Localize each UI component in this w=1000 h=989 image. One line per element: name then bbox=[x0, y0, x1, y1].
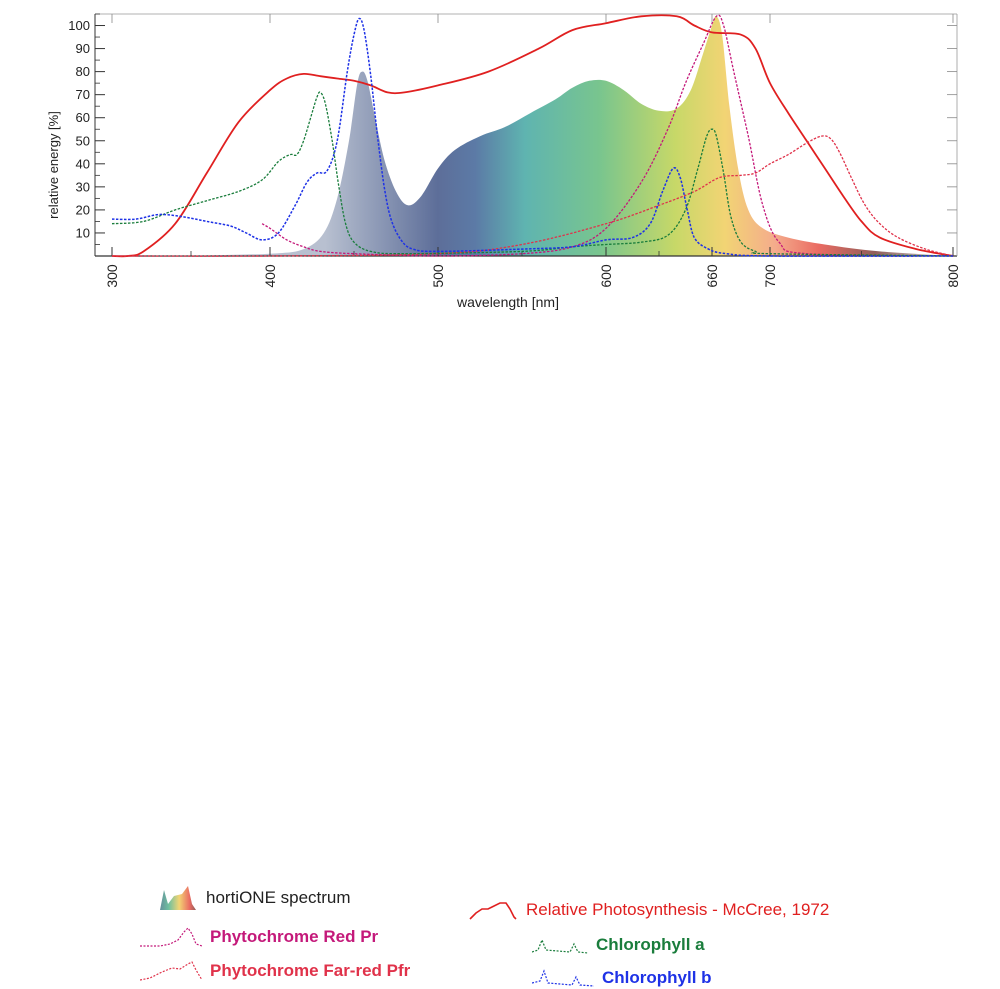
y-tick-label: 20 bbox=[76, 202, 90, 217]
legend-item-pfr: Phytochrome Far-red Pfr bbox=[140, 960, 410, 982]
y-tick-label: 60 bbox=[76, 110, 90, 125]
legend-item-chla: Chlorophyll a bbox=[532, 934, 705, 956]
legend-item-pr: Phytochrome Red Pr bbox=[140, 926, 378, 948]
series-phytochrome-pfr bbox=[111, 135, 954, 257]
y-tick-label: 100 bbox=[68, 18, 90, 33]
y-tick-label: 10 bbox=[76, 225, 90, 240]
legend-item-hortione: hortiONE spectrum bbox=[152, 884, 351, 912]
y-axis-label: relative energy [%] bbox=[46, 111, 61, 219]
legend-label-chlb: Chlorophyll b bbox=[602, 968, 712, 987]
x-tick-label: 800 bbox=[945, 264, 961, 288]
chart-canvas: 10 20 30 40 50 60 70 80 90 100 300 400 500 600 660 700 8… bbox=[46, 13, 961, 310]
series-chlorophyll-a bbox=[111, 91, 954, 257]
y-tick-label: 90 bbox=[76, 41, 90, 56]
y-tick-label: 50 bbox=[76, 133, 90, 148]
series-chlorophyll-b bbox=[111, 17, 954, 257]
y-tick-label: 40 bbox=[76, 156, 90, 171]
x-tick-label: 500 bbox=[430, 264, 446, 288]
x-axis-label: wavelength [nm] bbox=[456, 294, 559, 310]
x-tick-label: 300 bbox=[104, 264, 120, 288]
legend-label-pfr: Phytochrome Far-red Pfr bbox=[210, 961, 411, 980]
series-mccree bbox=[111, 14, 954, 258]
spectrum-chart: 10 20 30 40 50 60 70 80 90 100 300 400 500 600 660 700 8… bbox=[46, 13, 961, 987]
series-hortione-spectrum bbox=[183, 16, 954, 256]
legend-item-chlb: Chlorophyll b bbox=[532, 967, 712, 989]
legend-label-mccree: Relative Photosynthesis - McCree, 1972 bbox=[526, 900, 830, 919]
legend-label-hortione: hortiONE spectrum bbox=[206, 888, 351, 907]
mccree-line-icon bbox=[469, 902, 517, 920]
chlb-line-icon bbox=[532, 969, 594, 987]
x-tick-label: 660 bbox=[704, 264, 720, 288]
x-tick-label: 400 bbox=[262, 264, 278, 288]
y-tick-label: 30 bbox=[76, 179, 90, 194]
legend-label-pr: Phytochrome Red Pr bbox=[210, 927, 379, 946]
legend-label-chla: Chlorophyll a bbox=[596, 935, 705, 954]
spectrum-icon bbox=[154, 886, 196, 910]
pr-line-icon bbox=[140, 927, 202, 947]
x-tick-label: 700 bbox=[762, 264, 778, 288]
y-tick-label: 80 bbox=[76, 64, 90, 79]
series-phytochrome-pr bbox=[261, 14, 954, 257]
legend-item-mccree: Relative Photosynthesis - McCree, 1972 bbox=[468, 899, 829, 921]
chla-line-icon bbox=[532, 938, 588, 954]
y-tick-label: 70 bbox=[76, 87, 90, 102]
pfr-line-icon bbox=[140, 961, 202, 981]
x-tick-label: 600 bbox=[598, 264, 614, 288]
